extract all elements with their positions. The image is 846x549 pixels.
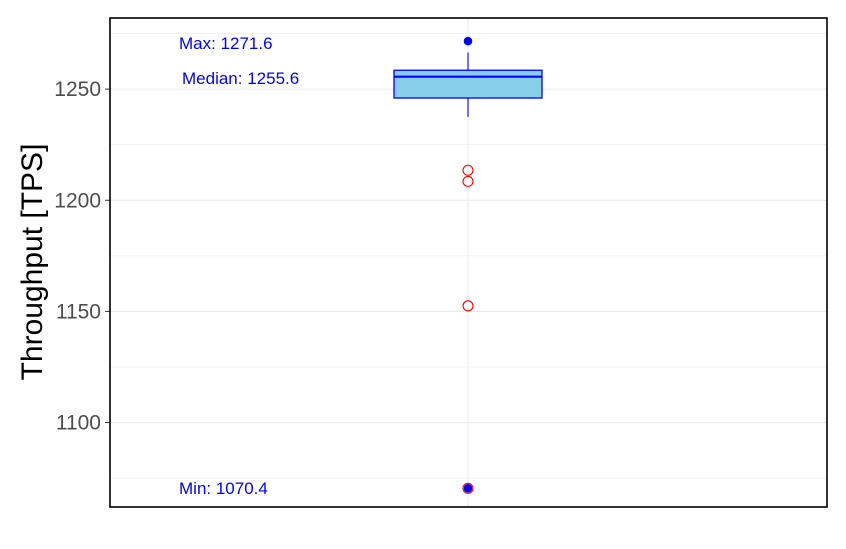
grid-layer (110, 18, 827, 507)
min-outlier-ring (462, 482, 474, 494)
outlier-point (462, 164, 474, 176)
median-annotation: Median: 1255.6 (182, 69, 299, 88)
y-axis-title: Throughput [TPS] (16, 144, 49, 381)
annotations: Max: 1271.6 Median: 1255.6 Min: 1070.4 (179, 34, 299, 498)
outlier-point (462, 175, 474, 187)
y-tick-label: 1200 (54, 189, 101, 212)
max-annotation: Max: 1271.6 (179, 34, 273, 53)
panel-border (109, 17, 828, 508)
min-point (463, 484, 473, 493)
max-point (463, 36, 473, 46)
tick-layer: 1100 1150 1200 1250 (54, 78, 110, 435)
min-annotation: Min: 1070.4 (179, 479, 268, 498)
y-tick-label: 1250 (54, 78, 101, 101)
boxplot (393, 36, 543, 494)
y-tick-label: 1150 (56, 300, 101, 323)
y-tick-label: 1100 (56, 412, 101, 435)
outlier-point (462, 300, 474, 312)
iqr-box (393, 69, 543, 99)
